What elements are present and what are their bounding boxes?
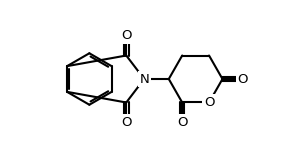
- Text: O: O: [204, 96, 214, 109]
- Text: N: N: [139, 73, 149, 85]
- Text: O: O: [121, 116, 132, 129]
- Text: O: O: [121, 29, 132, 42]
- Text: O: O: [237, 73, 248, 85]
- Text: O: O: [177, 116, 188, 129]
